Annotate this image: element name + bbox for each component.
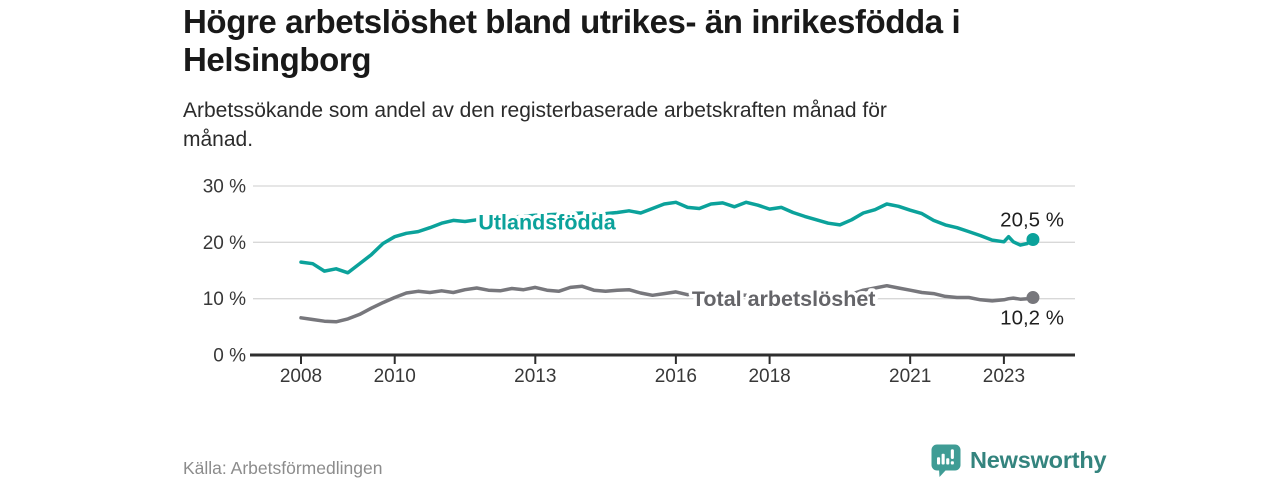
x-tick-label-2021: 2021: [889, 366, 931, 387]
page-title-line-2: Helsingborg: [183, 41, 372, 78]
source-note: Källa: Arbetsförmedlingen: [183, 458, 383, 478]
y-tick-label: 0 %: [213, 346, 246, 367]
bubble-shape: [931, 444, 961, 477]
y-tick-label: 20 %: [203, 233, 246, 254]
brand-name: Newsworthy: [970, 447, 1107, 473]
page-subtitle-line-1: Arbetssökande som andel av den registerb…: [183, 99, 887, 122]
series-line-utlandsfodda: [299, 200, 1035, 275]
exclamation-dot-icon: [950, 461, 954, 465]
x-tick-label-2010: 2010: [374, 366, 416, 387]
x-tick-label-2013: 2013: [514, 366, 556, 387]
bar-tall-icon: [941, 453, 945, 465]
end-value-label-utlandsfodda: 20,5 %: [1000, 209, 1064, 232]
bar-chart-bubble-icon: [931, 444, 961, 477]
y-tick-label: 10 %: [203, 289, 246, 310]
end-dot-total: [1026, 291, 1040, 305]
y-tick-label: 30 %: [203, 177, 246, 198]
newsworthy-logo: Newsworthy: [931, 444, 1107, 477]
bar-medium-icon: [946, 458, 950, 465]
page-subtitle: Arbetssökande som andel av den registerb…: [183, 96, 1063, 154]
page-subtitle-line-2: månad.: [183, 128, 254, 151]
x-tick-label-2018: 2018: [748, 366, 790, 387]
page-title: Högre arbetslöshet bland utrikes- än inr…: [183, 3, 1103, 79]
page-title-line-1: Högre arbetslöshet bland utrikes- än inr…: [183, 3, 961, 40]
x-tick-label-2016: 2016: [655, 366, 697, 387]
end-value-label-total: 10,2 %: [1000, 307, 1064, 330]
series-label-total: Total arbetslöshet: [692, 287, 876, 311]
end-dot-utlandsfodda: [1026, 233, 1040, 247]
bar-small-icon: [937, 457, 941, 465]
x-tick-label-2023: 2023: [983, 366, 1025, 387]
exclamation-bar-icon: [950, 449, 954, 459]
series-label-utlandsfodda: Utlandsfödda: [478, 210, 616, 234]
series-line-total: [299, 283, 1035, 324]
x-tick-label-2008: 2008: [280, 366, 322, 387]
